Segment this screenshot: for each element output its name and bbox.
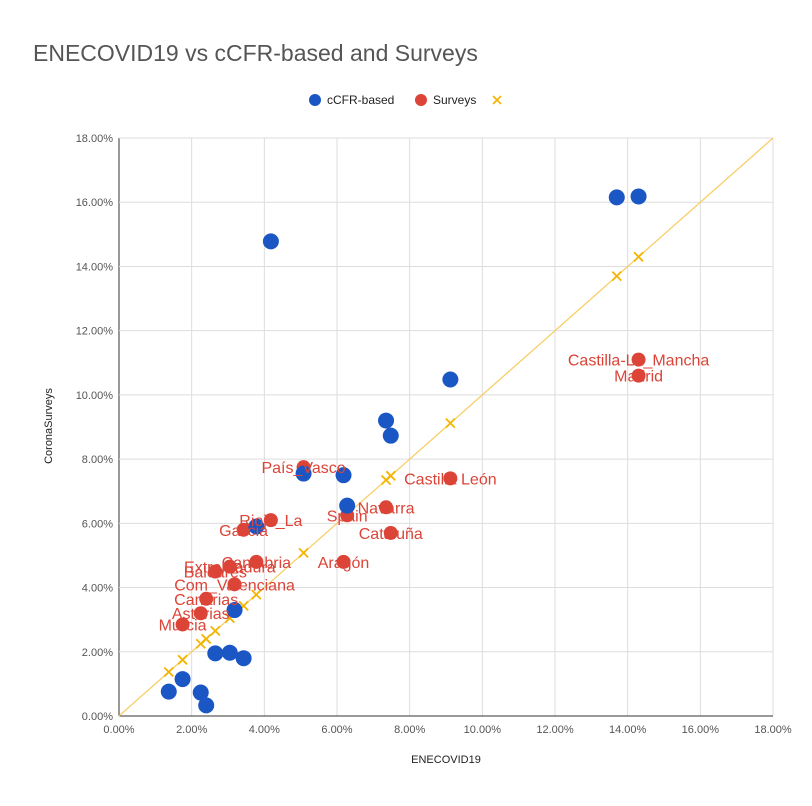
ccfr-point <box>198 697 215 714</box>
cross-markers <box>163 251 644 678</box>
legend-marker-surveys <box>415 94 427 106</box>
legend-label-surveys: Surveys <box>433 93 476 107</box>
survey-label: Castilla León <box>404 471 497 488</box>
ccfr-point <box>207 645 224 662</box>
survey-point <box>193 606 208 621</box>
ccfr-points <box>160 188 647 714</box>
survey-point <box>383 525 398 540</box>
survey-label: Galicia <box>219 523 268 540</box>
survey-label: Com_Valenciana <box>174 577 295 594</box>
survey-label: Cataluña <box>359 526 423 543</box>
survey-point <box>249 554 264 569</box>
ccfr-point <box>339 497 356 514</box>
ccfr-point <box>160 683 177 700</box>
chart-title: ENECOVID19 vs cCFR-based and Surveys <box>33 40 478 66</box>
y-tick-label: 14.00% <box>76 261 114 273</box>
survey-label: Asturias <box>172 606 230 623</box>
survey-point <box>631 368 646 383</box>
x-tick-label: 2.00% <box>176 724 207 736</box>
x-tick-label: 6.00% <box>321 724 352 736</box>
ccfr-point <box>192 684 209 701</box>
ccfr-point <box>335 467 352 484</box>
legend-marker-ccfr <box>309 94 321 106</box>
x-tick-label: 0.00% <box>103 724 134 736</box>
legend-label-ccfr: cCFR-based <box>327 93 394 107</box>
ccfr-point <box>382 427 399 444</box>
survey-point <box>336 554 351 569</box>
x-tick-label: 16.00% <box>682 724 720 736</box>
survey-point <box>443 471 458 486</box>
y-tick-label: 16.00% <box>76 197 114 209</box>
survey-point <box>175 617 190 632</box>
cross-point <box>251 589 262 600</box>
ccfr-point <box>442 371 459 388</box>
y-tick-label: 8.00% <box>82 454 113 466</box>
survey-label: Navarra <box>358 500 415 517</box>
ccfr-point <box>378 412 395 429</box>
cross-point <box>445 418 456 429</box>
x-tick-label: 10.00% <box>464 724 502 736</box>
cross-point <box>611 270 622 282</box>
y-axis-title: CoronaSurveys <box>43 388 55 464</box>
ccfr-point <box>608 189 625 206</box>
survey-point <box>631 352 646 367</box>
y-tick-label: 18.00% <box>76 133 114 145</box>
ccfr-point <box>226 602 243 619</box>
x-tick-label: 18.00% <box>754 724 792 736</box>
ccfr-point <box>630 188 647 205</box>
survey-label: Cantabria <box>222 555 291 572</box>
y-tick-label: 2.00% <box>82 647 113 659</box>
survey-point <box>227 577 242 592</box>
ccfr-point <box>221 644 238 661</box>
ccfr-point <box>262 233 279 250</box>
survey-point <box>222 559 237 574</box>
legend: cCFR-based Surveys <box>309 93 502 107</box>
y-axis-ticks: 0.00% 2.00% 4.00% 6.00% 8.00% 10.00% 12.00% 14.… <box>76 133 114 723</box>
survey-label: Murcia <box>159 617 207 634</box>
survey-point <box>199 591 214 606</box>
survey-label: Baleares <box>184 565 247 582</box>
x-tick-label: 8.00% <box>394 724 425 736</box>
ccfr-point <box>248 518 265 535</box>
survey-label: Spain <box>327 508 368 525</box>
cross-point <box>201 633 212 645</box>
survey-label: Rioja_La <box>239 513 302 530</box>
survey-point <box>263 513 278 528</box>
survey-label: País_Vasco <box>261 460 345 477</box>
survey-label: Castilla-La_Mancha <box>568 353 710 370</box>
x-axis-title: ENECOVID19 <box>411 754 481 766</box>
ccfr-point <box>174 671 191 688</box>
survey-point <box>208 564 223 579</box>
x-tick-label: 14.00% <box>609 724 647 736</box>
x-tick-label: 12.00% <box>536 724 574 736</box>
legend-marker-cross <box>492 95 502 105</box>
cross-point <box>298 547 309 559</box>
cross-point <box>385 470 396 481</box>
ccfr-point <box>295 465 312 482</box>
cross-point <box>177 654 188 665</box>
y-tick-label: 0.00% <box>82 711 113 723</box>
survey-point <box>236 522 251 537</box>
survey-label: Madrid <box>614 369 663 386</box>
grid <box>118 137 774 717</box>
cross-point <box>633 251 644 262</box>
y-tick-label: 10.00% <box>76 390 114 402</box>
survey-label: Extremadura <box>184 560 276 577</box>
survey-label: Canarias <box>174 592 238 609</box>
survey-label: Aragón <box>318 555 370 572</box>
cross-point <box>210 625 221 637</box>
y-tick-label: 4.00% <box>82 583 113 595</box>
y-tick-label: 12.00% <box>76 326 114 338</box>
x-axis-ticks: 0.00% 2.00% 4.00% 6.00% 8.00% 10.00% 12.00% 14.… <box>103 724 791 736</box>
cross-point <box>163 666 174 678</box>
survey-point <box>379 500 394 515</box>
y-tick-label: 6.00% <box>82 518 113 530</box>
ccfr-point <box>235 650 252 667</box>
survey-points <box>175 352 646 632</box>
x-tick-label: 4.00% <box>249 724 280 736</box>
